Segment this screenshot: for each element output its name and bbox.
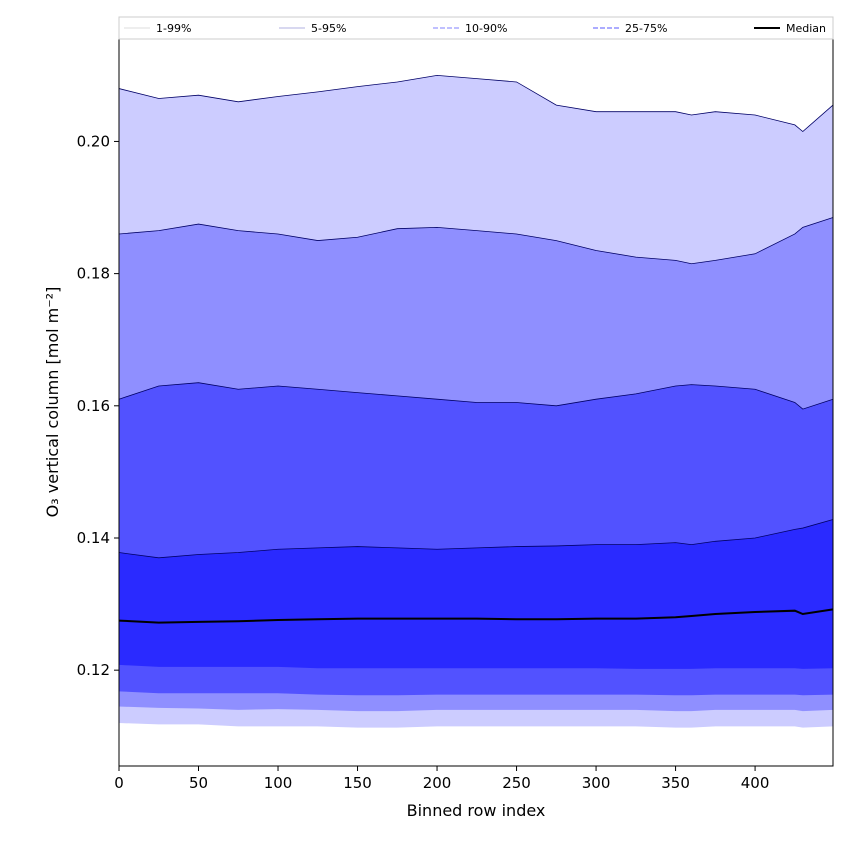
x-tick-label: 100 (264, 774, 293, 792)
legend-label: 1-99% (156, 22, 191, 35)
x-tick-label: 250 (502, 774, 531, 792)
y-axis: 0.12 0.14 0.16 0.18 0.20 (77, 132, 119, 679)
y-tick-label: 0.16 (77, 397, 110, 415)
legend-label: 10-90% (465, 22, 507, 35)
x-axis: 0 50 100 150 200 250 300 350 400 (114, 766, 769, 792)
legend-frame (118, 16, 834, 40)
x-tick-label: 400 (741, 774, 770, 792)
x-tick-label: 200 (423, 774, 452, 792)
x-tick-label: 150 (343, 774, 372, 792)
y-tick-label: 0.20 (77, 132, 110, 150)
legend-label: 25-75% (625, 22, 667, 35)
x-tick-label: 0 (114, 774, 124, 792)
y-tick-label: 0.12 (77, 661, 110, 679)
band-1-99-upper-line (118, 74, 834, 133)
y-tick-label: 0.14 (77, 529, 110, 547)
x-tick-label: 300 (582, 774, 611, 792)
x-axis-label: Binned row index (407, 801, 546, 820)
band-25-75-area (119, 519, 833, 669)
median-line (118, 608, 834, 624)
x-tick-label: 350 (661, 774, 690, 792)
lines-layer (118, 74, 834, 624)
bands-layer (119, 75, 833, 728)
band-25-75-upper-line (118, 519, 834, 559)
band-5-95-upper-line (118, 217, 834, 265)
legend-label: Median (786, 22, 826, 35)
legend: 1-99% 5-95% 10-90% 25-75% Median (118, 16, 834, 40)
y-tick-label: 0.18 (77, 265, 110, 283)
band-10-90-upper-line (118, 382, 834, 410)
y-axis-label: O₃ vertical column [mol m⁻²] (43, 287, 62, 518)
x-tick-label: 50 (189, 774, 208, 792)
legend-label: 5-95% (311, 22, 346, 35)
